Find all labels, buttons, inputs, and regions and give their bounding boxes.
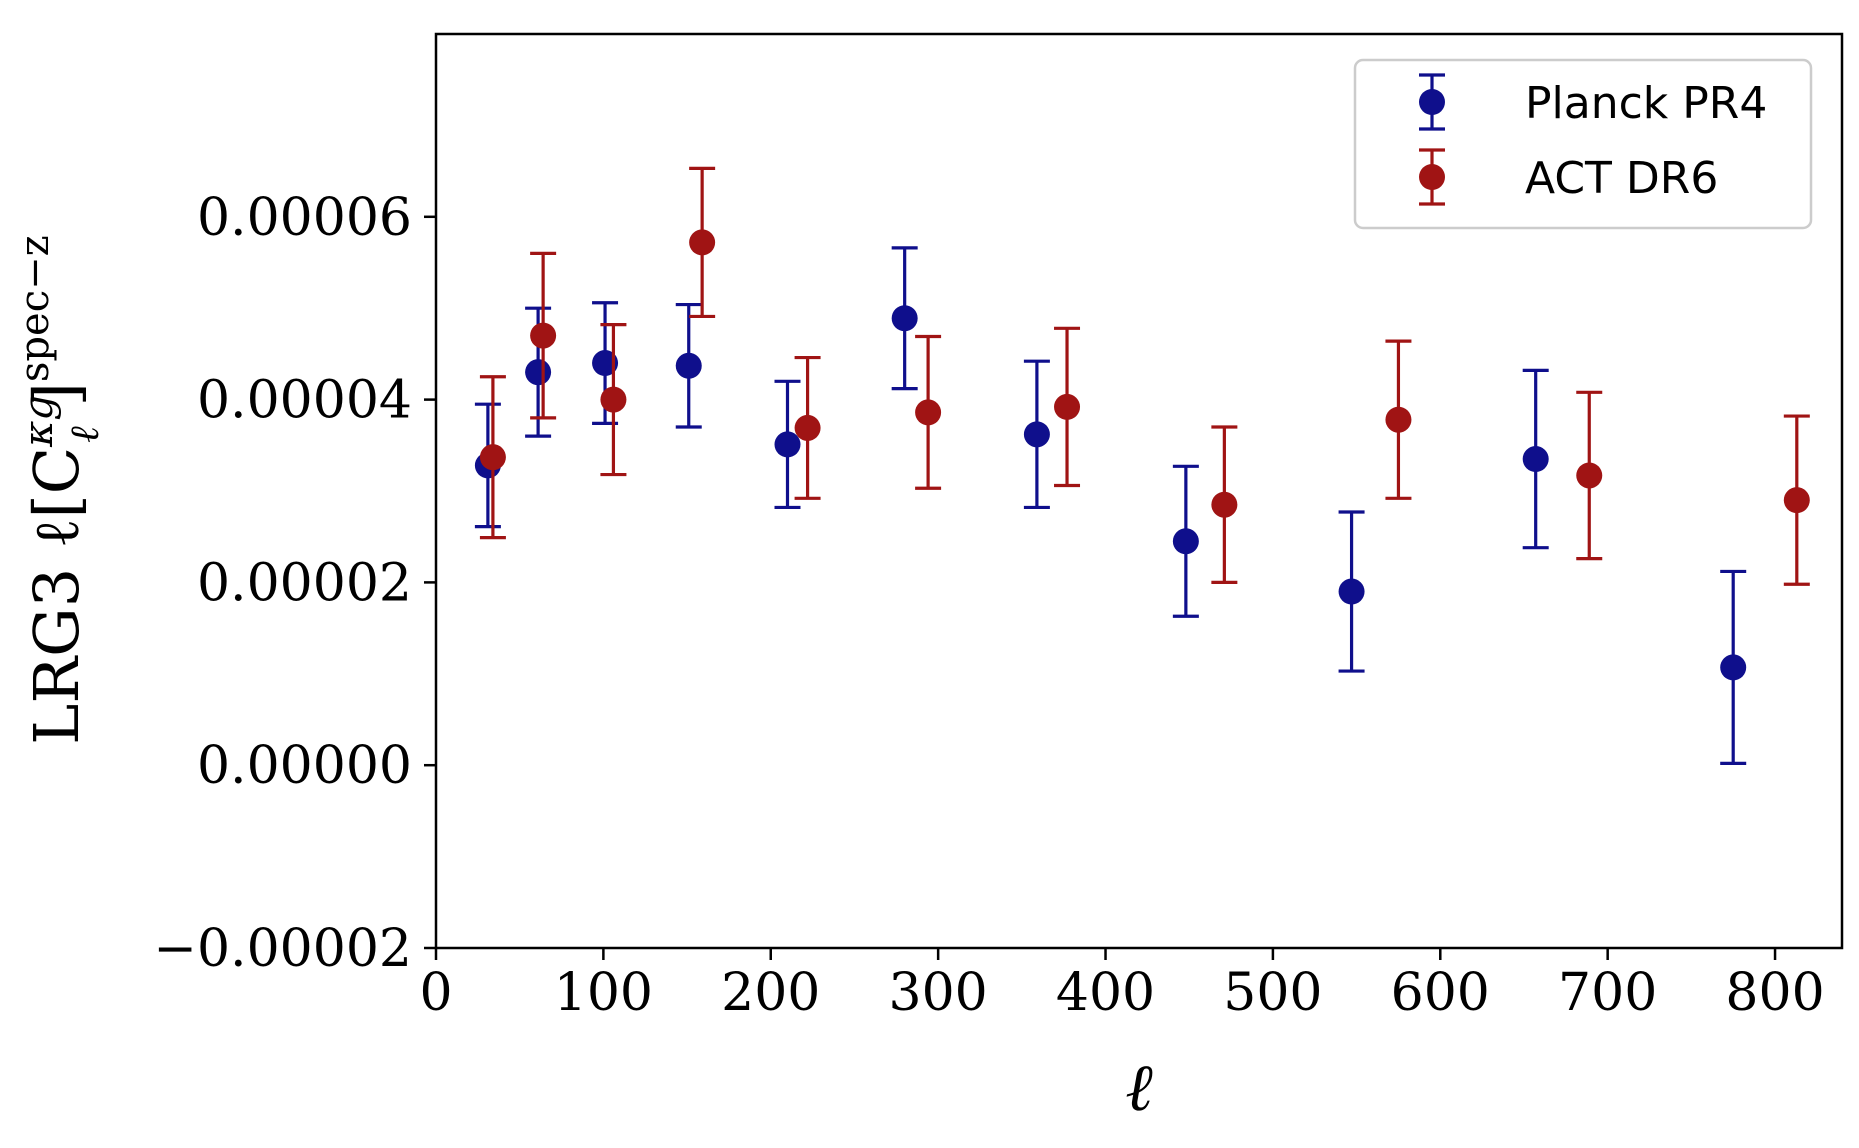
y-axis-label-sub: ℓ: [62, 426, 108, 443]
data-point: [1338, 578, 1365, 605]
legend-marker: [1419, 164, 1445, 190]
x-tick-label: 200: [721, 963, 820, 1023]
y-axis: −0.00002 0.00000 0.00002 0.00004 0.00006: [153, 188, 436, 979]
x-tick-label: 600: [1391, 963, 1490, 1023]
x-tick-label: 100: [554, 963, 653, 1023]
data-point: [1385, 406, 1412, 433]
data-point: [1172, 528, 1199, 555]
y-axis-label-prefix: LRG3 ℓ[C: [20, 447, 93, 745]
legend-label: Planck PR4: [1525, 78, 1767, 129]
y-tick-label: 0.00000: [197, 736, 412, 796]
y-tick-label: −0.00002: [153, 919, 412, 979]
y-axis-label-sup: κg: [16, 395, 62, 448]
y-axis-label-sup2: spec−z: [12, 235, 58, 382]
y-tick-label: 0.00002: [197, 553, 412, 613]
x-axis: 0 100 200 300 400 500 600 700 800: [419, 948, 1825, 1023]
data-point: [600, 386, 627, 413]
x-tick-label: 300: [889, 963, 988, 1023]
x-axis-label: ℓ: [1125, 1049, 1153, 1126]
x-tick-label: 700: [1558, 963, 1657, 1023]
data-point: [1783, 487, 1810, 514]
y-tick-label: 0.00006: [197, 188, 412, 248]
legend: Planck PR4 ACT DR6: [1353, 58, 1813, 230]
data-point: [1720, 654, 1747, 681]
data-point: [1522, 446, 1549, 473]
data-point: [592, 350, 619, 377]
x-tick-label: 800: [1725, 963, 1824, 1023]
data-point: [915, 399, 942, 426]
data-point: [689, 229, 716, 256]
series-1: [479, 166, 1810, 586]
x-tick-label: 500: [1223, 963, 1322, 1023]
y-tick-label: 0.00004: [197, 371, 412, 431]
data-point: [479, 444, 506, 471]
data-point: [1023, 421, 1050, 448]
legend-entry-1: ACT DR6: [1419, 148, 1718, 206]
data-point: [675, 352, 702, 379]
y-axis-label: LRG3 ℓ[Cκgℓ]spec−z: [12, 235, 108, 744]
x-tick-label: 0: [419, 963, 452, 1023]
series-0: [474, 246, 1747, 765]
plot-area: [474, 166, 1810, 765]
data-point: [891, 305, 918, 332]
legend-entry-0: Planck PR4: [1419, 73, 1767, 131]
data-point: [1576, 462, 1603, 489]
data-point: [774, 431, 801, 458]
y-axis-label-suffix: ]: [20, 382, 93, 406]
data-point: [530, 322, 557, 349]
legend-label: ACT DR6: [1525, 153, 1718, 204]
data-point: [794, 414, 821, 441]
legend-marker: [1419, 89, 1445, 115]
plot-frame: [434, 32, 1844, 950]
data-point: [1054, 393, 1081, 420]
data-point: [525, 359, 552, 386]
legend-box: [1353, 58, 1813, 230]
data-point: [1211, 491, 1238, 518]
x-tick-label: 400: [1056, 963, 1155, 1023]
